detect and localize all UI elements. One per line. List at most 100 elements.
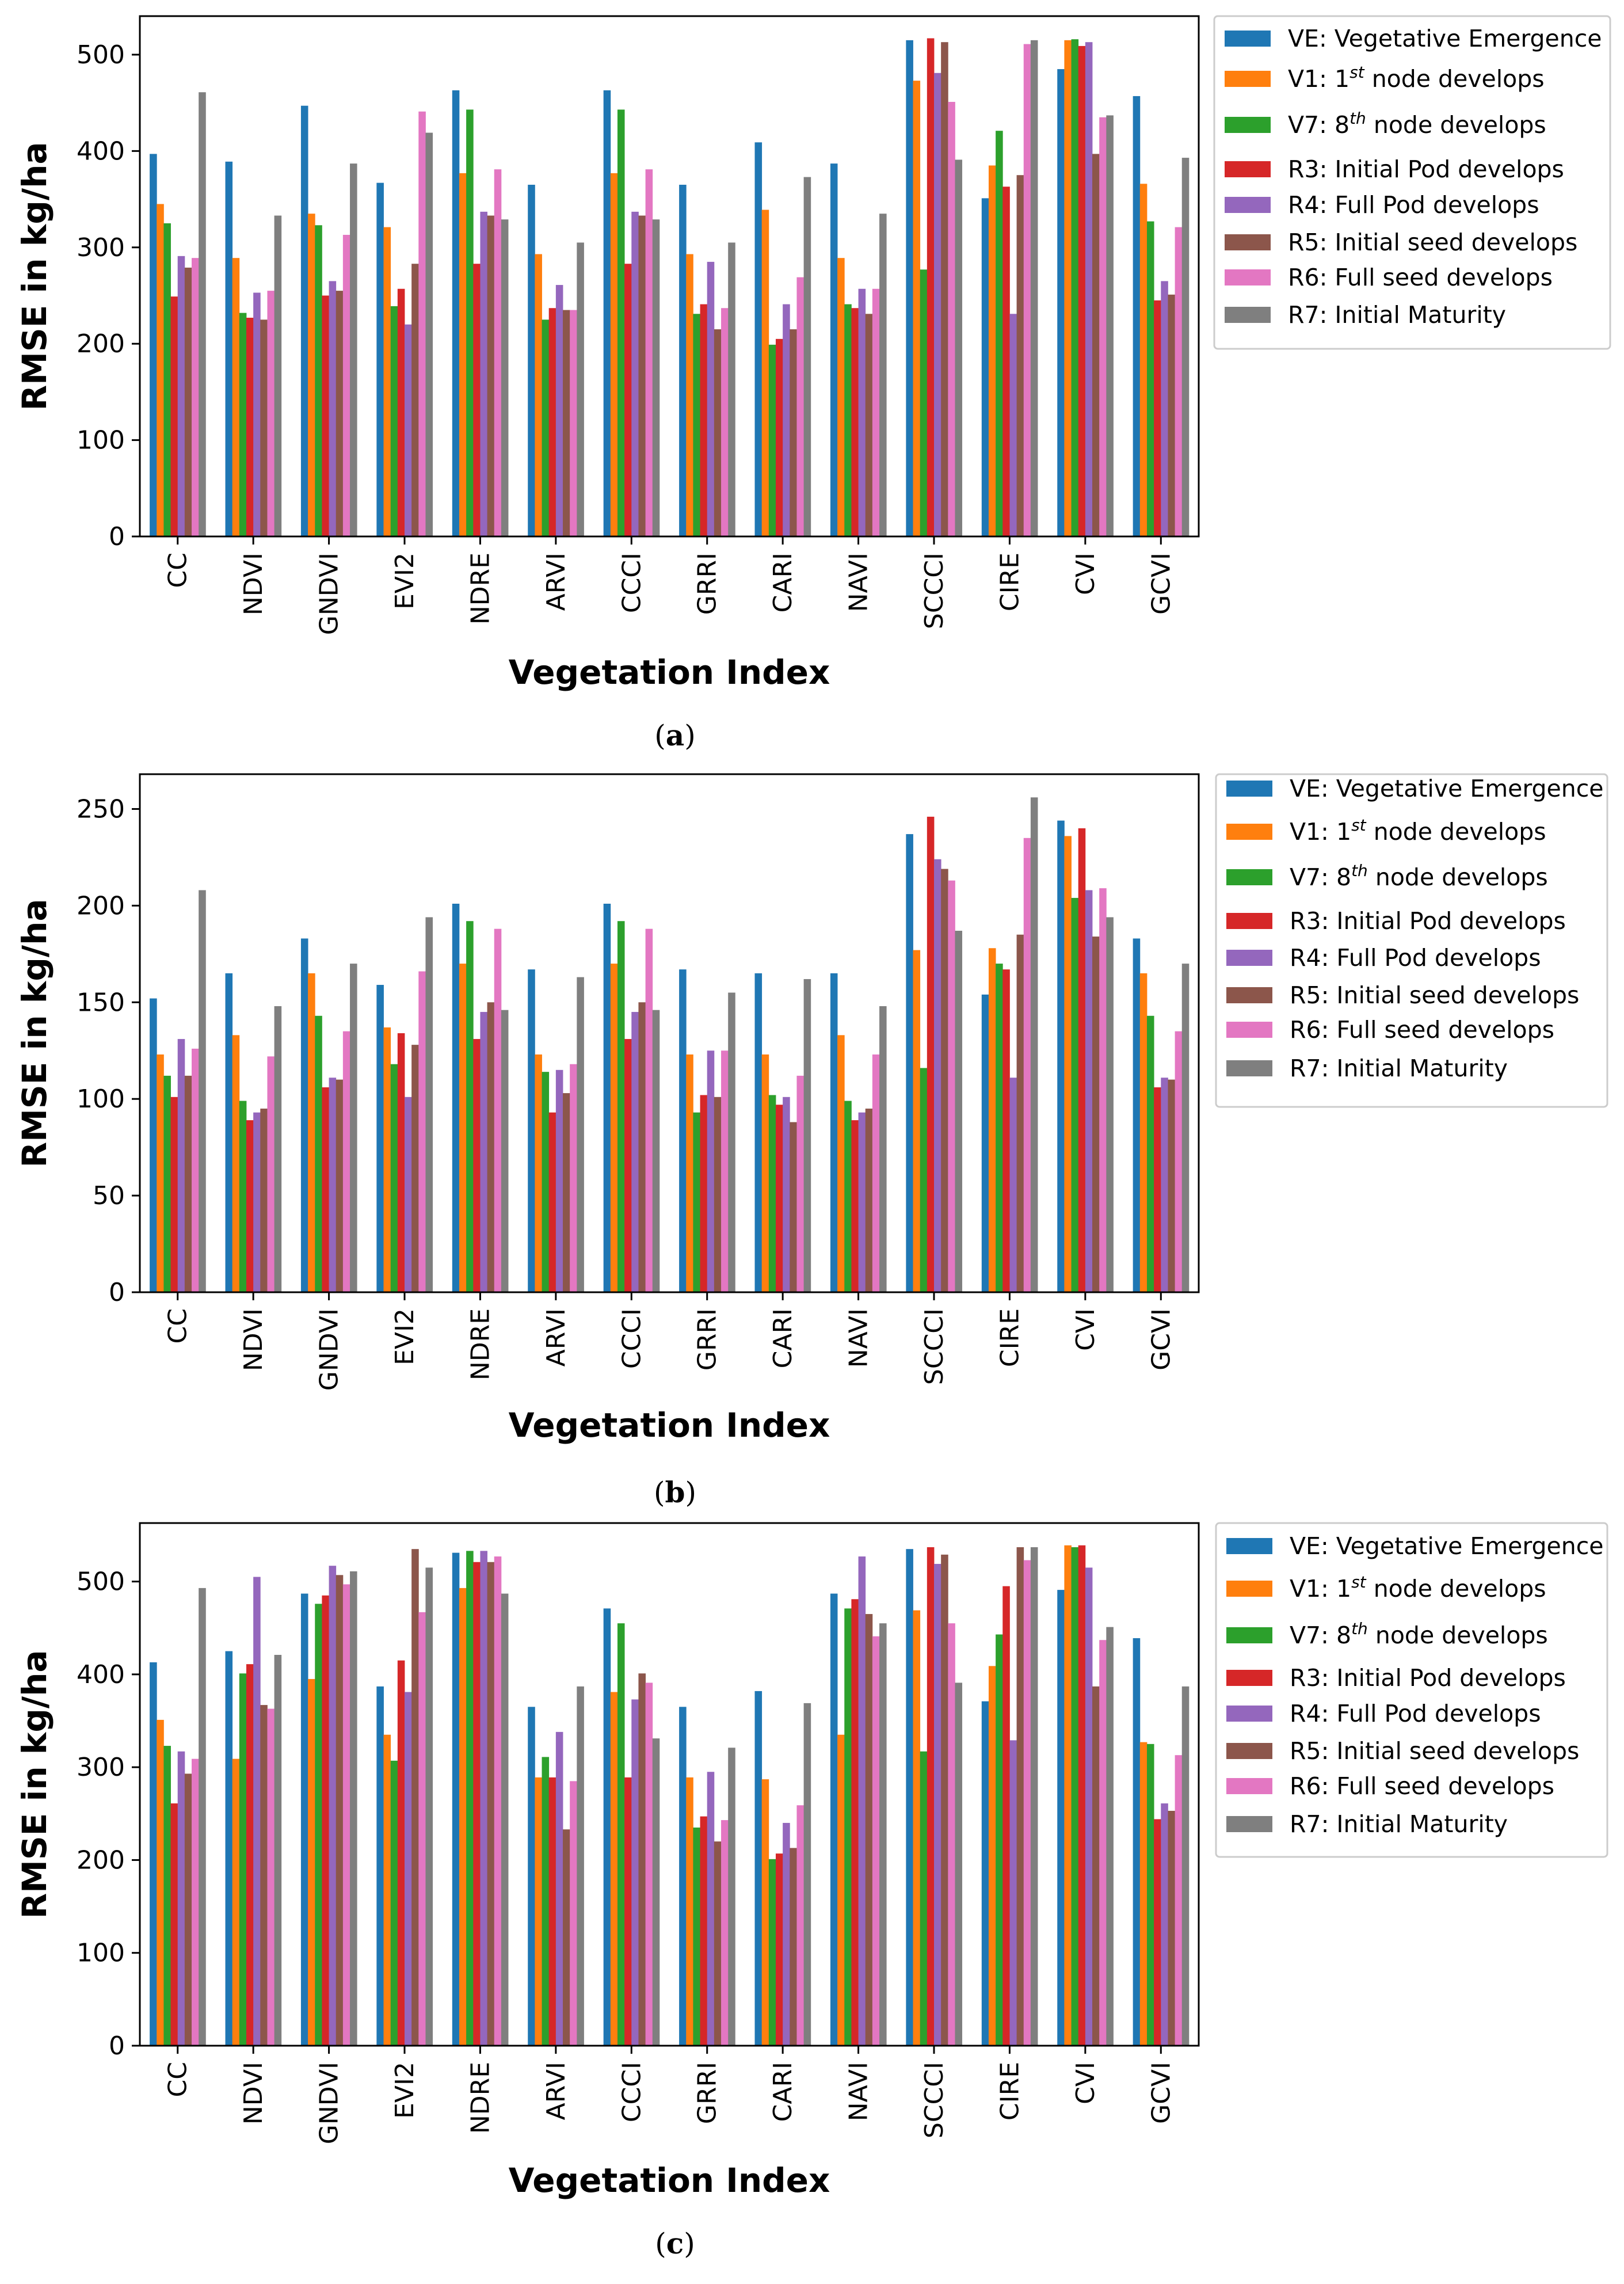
x-tick-label: CCCI: [617, 2062, 646, 2122]
y-tick-label: 300: [77, 1753, 125, 1782]
bar-GCVI-R4: [1161, 1078, 1168, 1292]
bar-GRRI-R6: [721, 1820, 729, 2046]
bar-GCVI-R5: [1168, 1810, 1175, 2046]
x-tick-label: EVI2: [390, 2062, 420, 2119]
y-tick-label: 100: [77, 426, 125, 455]
bar-NDVI-R3: [246, 1120, 254, 1292]
legend-swatch: [1226, 913, 1272, 929]
bar-CARI-V1: [761, 1779, 769, 2046]
bar-NAVI-VE: [830, 1593, 838, 2046]
bar-GNDVI-R6: [342, 1584, 350, 2046]
bar-CIRE-R6: [1023, 44, 1031, 537]
x-tick-label: CVI: [1071, 1308, 1100, 1351]
bar-CCCI-VE: [603, 90, 611, 536]
bar-ARVI-V1: [535, 1054, 542, 1292]
bar-CVI-VE: [1057, 820, 1065, 1292]
bar-GRRI-R5: [714, 329, 722, 536]
bar-GCVI-VE: [1133, 96, 1141, 536]
bar-GCVI-R3: [1154, 300, 1161, 536]
x-tick-label: CCCI: [617, 1308, 646, 1369]
bar-SCCCI-R5: [941, 42, 948, 536]
bar-CVI-R4: [1085, 42, 1093, 536]
bar-ARVI-R3: [548, 1112, 556, 1292]
bar-CARI-R5: [790, 329, 797, 536]
bar-NAVI-R6: [872, 288, 880, 536]
bar-ARVI-R6: [570, 1064, 577, 1292]
bar-CARI-VE: [754, 142, 763, 537]
bar-NAVI-R3: [851, 308, 859, 536]
x-tick-label: EVI2: [390, 1308, 420, 1365]
bar-CARI-R4: [783, 1097, 790, 1292]
bar-NDRE-V7: [466, 109, 474, 536]
bar-SCCCI-R4: [934, 73, 941, 536]
bar-GRRI-R7: [728, 1748, 735, 2046]
bar-EVI2-R7: [425, 132, 433, 536]
bar-NDVI-R5: [260, 1108, 268, 1292]
legend-entry: R5: Initial seed develops: [1290, 1737, 1579, 1765]
bar-NAVI-R5: [865, 1614, 873, 2046]
bar-CIRE-R3: [1002, 1586, 1010, 2046]
bar-CARI-R6: [796, 1075, 805, 1292]
legend-entry: R4: Full Pod develops: [1288, 191, 1539, 219]
bar-NDRE-V1: [459, 964, 467, 1292]
legend-entry: R6: Full seed develops: [1288, 264, 1553, 291]
bar-NAVI-VE: [830, 163, 838, 536]
bar-NAVI-R3: [851, 1120, 859, 1292]
bar-GRRI-R5: [714, 1097, 722, 1292]
bar-CIRE-R6: [1023, 838, 1031, 1292]
bar-CVI-V7: [1071, 1547, 1079, 2046]
bar-GRRI-V7: [693, 314, 700, 536]
legend-swatch: [1226, 781, 1272, 797]
bar-CARI-VE: [754, 1691, 763, 2046]
x-tick-label: CC: [163, 553, 193, 588]
plot-frame: [139, 773, 1200, 1293]
bar-CC-R4: [177, 256, 185, 536]
legend-swatch: [1226, 1581, 1272, 1597]
bar-EVI2-R5: [411, 1549, 419, 2046]
bar-GCVI-VE: [1133, 1638, 1141, 2046]
bar-GRRI-R7: [728, 992, 735, 1292]
bar-CC-R7: [199, 92, 206, 536]
bar-ARVI-V7: [542, 1757, 550, 2046]
bar-GCVI-V7: [1146, 221, 1154, 537]
bar-NDVI-R7: [274, 215, 282, 536]
bar-SCCCI-VE: [906, 40, 913, 537]
bar-NAVI-R4: [858, 1556, 866, 2046]
x-tick-label: GRRI: [693, 553, 722, 615]
bar-NDVI-VE: [225, 1651, 233, 2046]
x-tick-label: CARI: [768, 2062, 798, 2122]
bar-CIRE-R5: [1016, 175, 1024, 537]
bar-EVI2-VE: [376, 1686, 384, 2046]
y-tick-label: 50: [93, 1181, 125, 1210]
chart-panel-b: 0 50 100 150 200 250 CC NDVI GNDVI EVI2 NDRE ARVI CC…: [15, 773, 1608, 1509]
bar-CVI-R6: [1099, 117, 1107, 536]
bar-GRRI-R4: [707, 1050, 715, 1292]
bar-CC-R3: [170, 1803, 178, 2046]
x-tick-label: CARI: [768, 1308, 798, 1368]
bar-SCCCI-VE: [906, 834, 913, 1292]
x-axis-title: Vegetation Index: [509, 1406, 830, 1445]
bar-SCCCI-V7: [920, 269, 928, 536]
bar-CCCI-R3: [624, 1777, 632, 2046]
bar-CC-R6: [192, 1758, 199, 2046]
bar-NDVI-R7: [274, 1655, 282, 2046]
bar-NDVI-R6: [267, 291, 275, 536]
legend-entry: V7: 8th node develops: [1290, 1619, 1548, 1649]
bar-SCCCI-VE: [906, 1549, 913, 2046]
bar-CARI-R7: [803, 177, 811, 536]
bar-CC-VE: [150, 1662, 157, 2046]
bar-NDRE-R7: [501, 1010, 509, 1292]
bars: [150, 38, 1190, 537]
bar-CVI-R5: [1092, 1686, 1100, 2046]
bar-GNDVI-R7: [350, 163, 357, 536]
legend-entry: R7: Initial Maturity: [1288, 301, 1506, 329]
bar-CARI-R6: [796, 277, 805, 536]
bar-CIRE-R4: [1009, 1078, 1017, 1292]
bar-ARVI-VE: [528, 1707, 535, 2046]
bar-GCVI-R7: [1181, 1686, 1190, 2046]
bar-EVI2-R7: [425, 917, 433, 1292]
bar-CVI-V1: [1064, 836, 1072, 1292]
bar-NDRE-R3: [473, 1562, 481, 2046]
legend-swatch: [1226, 1670, 1272, 1686]
bar-CC-VE: [150, 998, 157, 1292]
